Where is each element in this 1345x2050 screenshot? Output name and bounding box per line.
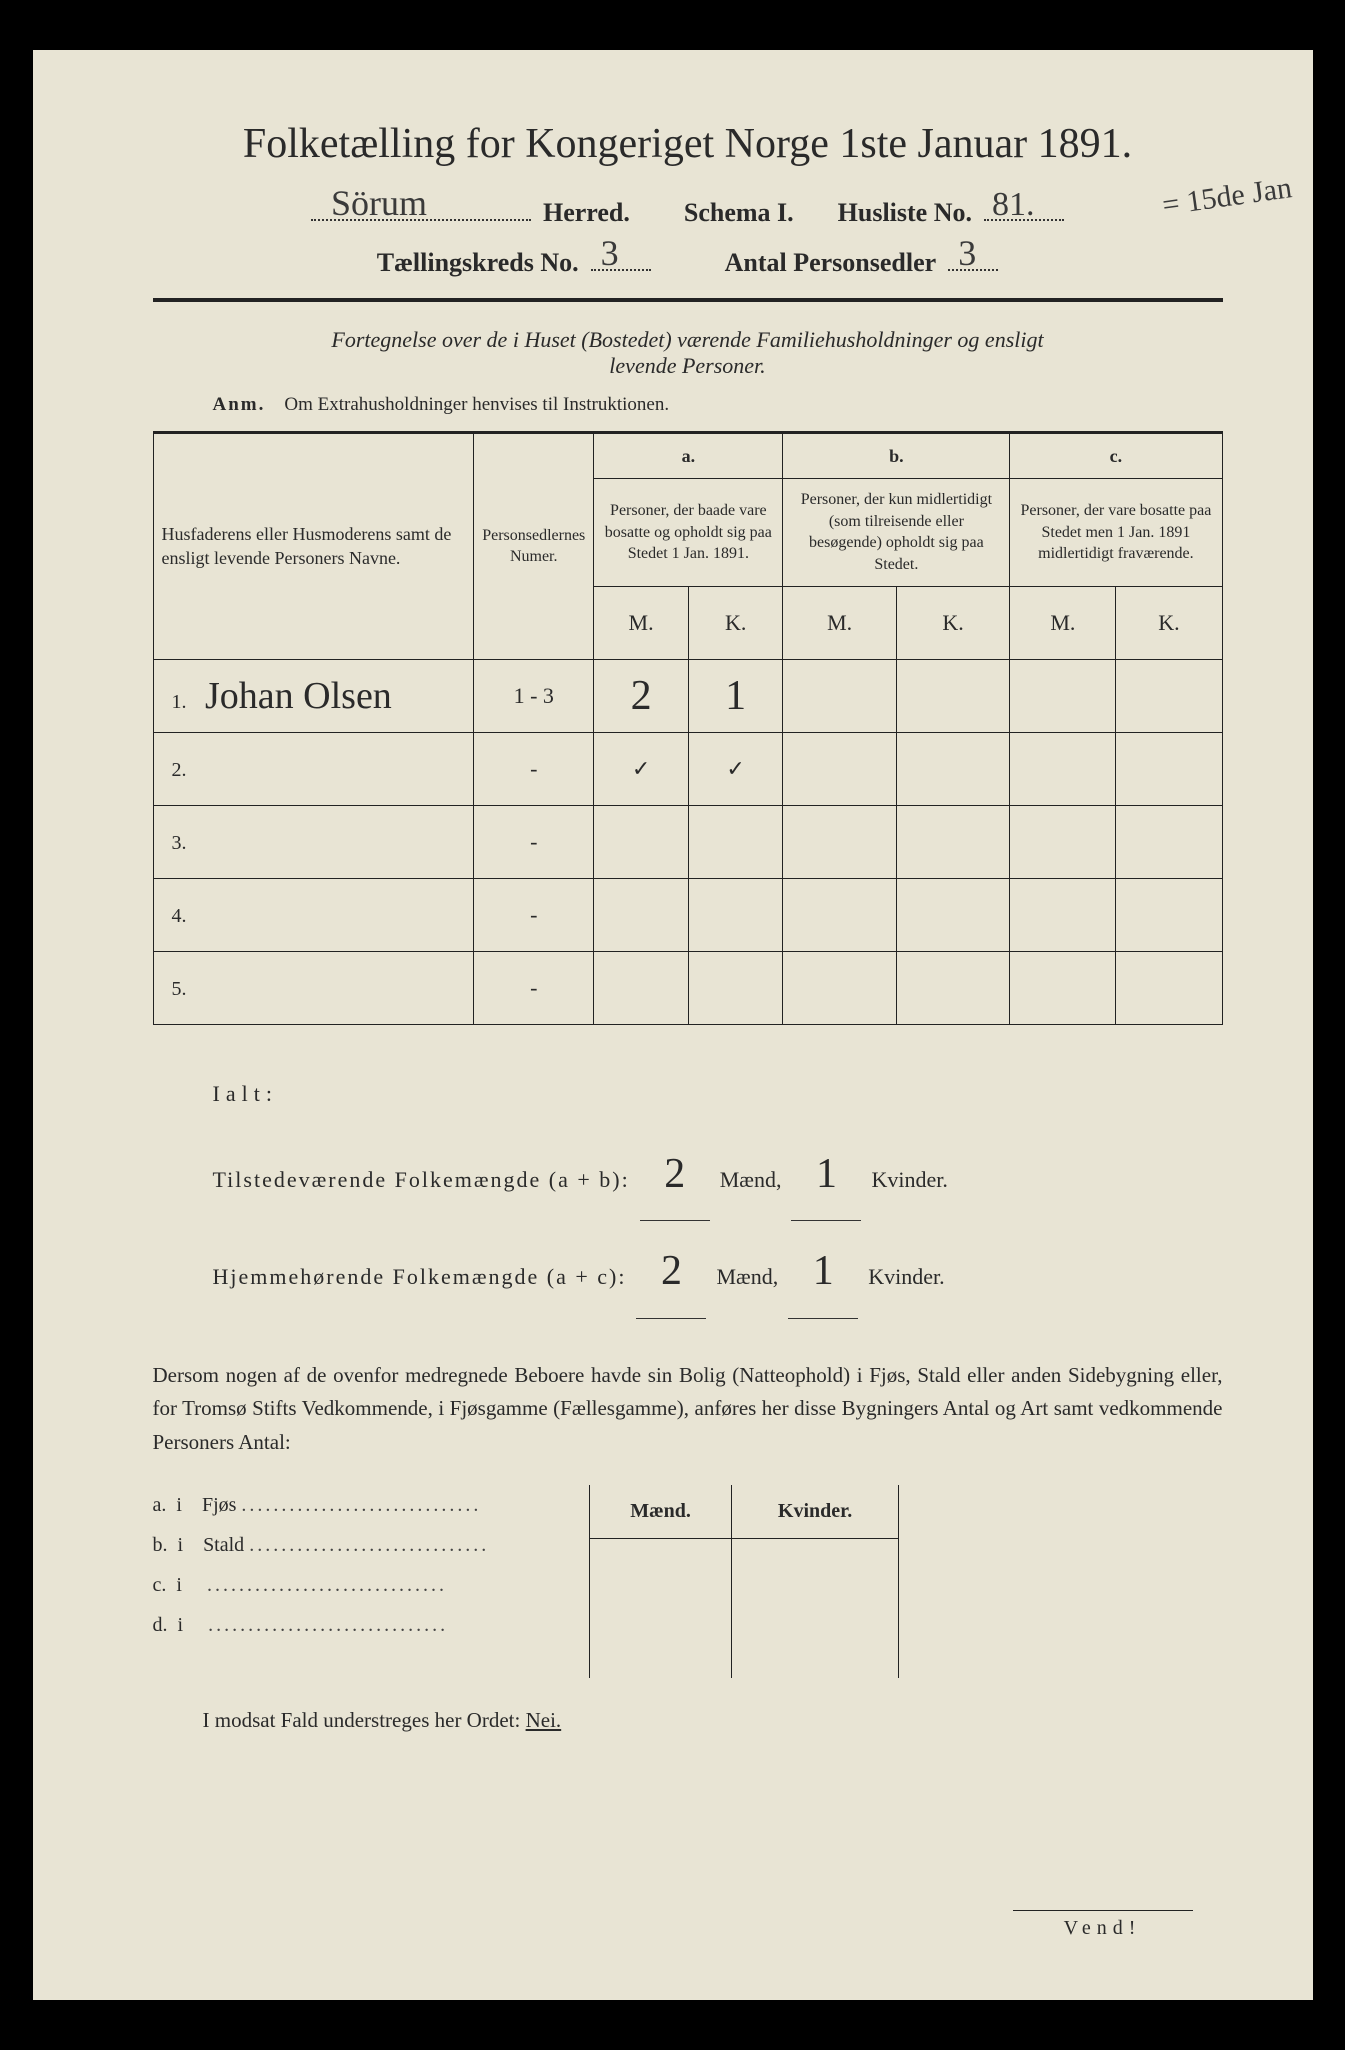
th-b-text: Personer, der kun midlertidigt (som tilr… xyxy=(783,479,1010,586)
maend-label-2: Mænd, xyxy=(716,1253,778,1301)
subtitle-line1: Fortegnelse over de i Huset (Bostedet) v… xyxy=(153,327,1223,353)
main-table: Husfaderens eller Husmoderens samt de en… xyxy=(153,431,1223,1025)
kvinder-label: Kvinder. xyxy=(871,1156,947,1204)
sidebuilding-row: b. i Stald .............................… xyxy=(153,1525,560,1565)
sb-th-maend: Mænd. xyxy=(590,1485,732,1539)
hjemme-m: 2 xyxy=(661,1225,682,1317)
th-a-k: K. xyxy=(688,587,782,659)
herred-value: Sörum xyxy=(331,182,427,224)
maend-label: Mænd, xyxy=(720,1156,782,1204)
anm-text: Om Extrahusholdninger henvises til Instr… xyxy=(284,394,669,415)
herred-fill: Sörum xyxy=(311,219,531,221)
sb-cell-k xyxy=(732,1538,899,1678)
subtitle-line2: levende Personer. xyxy=(153,353,1223,379)
husliste-value: 81. xyxy=(992,186,1035,224)
antal-label: Antal Personsedler xyxy=(725,248,937,278)
schema-label: Schema I. xyxy=(684,198,794,228)
kreds-fill: 3 xyxy=(591,269,651,271)
vend-label: Vend! xyxy=(1013,1910,1193,1940)
th-names: Husfaderens eller Husmoderens samt de en… xyxy=(153,433,474,660)
th-c-label: c. xyxy=(1010,433,1222,479)
sb-th-kvinder: Kvinder. xyxy=(732,1485,899,1539)
sidebuilding-row: d. i .............................. xyxy=(153,1605,560,1645)
header-line-1: Sörum Herred. Schema I. Husliste No. 81. xyxy=(153,198,1223,228)
subtitle: Fortegnelse over de i Huset (Bostedet) v… xyxy=(153,327,1223,379)
husliste-fill: 81. xyxy=(984,219,1064,221)
sidebuilding-block: a. i Fjøs ..............................… xyxy=(153,1485,1223,1679)
tilstede-k: 1 xyxy=(816,1128,837,1220)
kvinder-label-2: Kvinder. xyxy=(868,1253,944,1301)
sidebuilding-paragraph: Dersom nogen af de ovenfor medregnede Be… xyxy=(153,1359,1223,1460)
tilstede-m: 2 xyxy=(664,1128,685,1220)
th-c-m: M. xyxy=(1010,587,1116,659)
kreds-label: Tællingskreds No. xyxy=(377,248,579,278)
table-row: 3. - xyxy=(153,805,1222,878)
kreds-value: 3 xyxy=(601,232,619,274)
tilstede-label: Tilstedeværende Folkemængde (a + b): xyxy=(213,1156,630,1204)
th-b-k: K. xyxy=(896,587,1009,659)
form-title: Folketælling for Kongeriget Norge 1ste J… xyxy=(153,120,1223,168)
nei-text: I modsat Fald understreges her Ordet: xyxy=(203,1708,521,1732)
th-c-text: Personer, der vare bosatte paa Stedet me… xyxy=(1010,479,1222,586)
th-c-k: K. xyxy=(1116,587,1222,659)
anm-line: Anm. Om Extrahusholdninger henvises til … xyxy=(213,394,1223,416)
table-row: 1. Johan Olsen 1 - 3 2 1 xyxy=(153,659,1222,732)
table-row: 5. - xyxy=(153,951,1222,1024)
th-b-label: b. xyxy=(783,433,1010,479)
census-form-page: Folketælling for Kongeriget Norge 1ste J… xyxy=(33,50,1313,2000)
total-line-2: Hjemmehørende Folkemængde (a + c): 2 Mæn… xyxy=(213,1225,1223,1318)
th-a-label: a. xyxy=(594,433,783,479)
total-line-1: Tilstedeværende Folkemængde (a + b): 2 M… xyxy=(213,1128,1223,1221)
sidebuilding-table: Mænd. Kvinder. xyxy=(589,1485,899,1679)
sidebuilding-row: a. i Fjøs .............................. xyxy=(153,1485,560,1525)
hjemme-label: Hjemmehørende Folkemængde (a + c): xyxy=(213,1253,627,1301)
th-number: Personsedlernes Numer. xyxy=(474,433,594,660)
husliste-label: Husliste No. xyxy=(838,198,972,228)
th-b-m: M. xyxy=(783,587,896,659)
sidebuilding-row: c. i .............................. xyxy=(153,1565,560,1605)
antal-fill: 3 xyxy=(948,269,998,271)
th-a-m: M. xyxy=(594,587,688,659)
totals-block: Ialt: Tilstedeværende Folkemængde (a + b… xyxy=(213,1070,1223,1319)
divider xyxy=(153,298,1223,302)
herred-label: Herred. xyxy=(543,198,630,228)
sidebuilding-list: a. i Fjøs ..............................… xyxy=(153,1485,560,1679)
sb-cell-m xyxy=(590,1538,732,1678)
hjemme-k: 1 xyxy=(813,1225,834,1317)
th-a-text: Personer, der baade vare bosatte og opho… xyxy=(594,479,783,586)
header-line-2: Tællingskreds No. 3 Antal Personsedler 3 xyxy=(153,248,1223,278)
table-row: 2. - ✓ ✓ xyxy=(153,732,1222,805)
nei-word: Nei. xyxy=(526,1708,562,1732)
anm-label: Anm. xyxy=(213,394,266,415)
table-row: 4. - xyxy=(153,878,1222,951)
ialt-label: Ialt: xyxy=(213,1070,278,1118)
nei-line: I modsat Fald understreges her Ordet: Ne… xyxy=(203,1708,1223,1733)
antal-value: 3 xyxy=(958,232,976,274)
